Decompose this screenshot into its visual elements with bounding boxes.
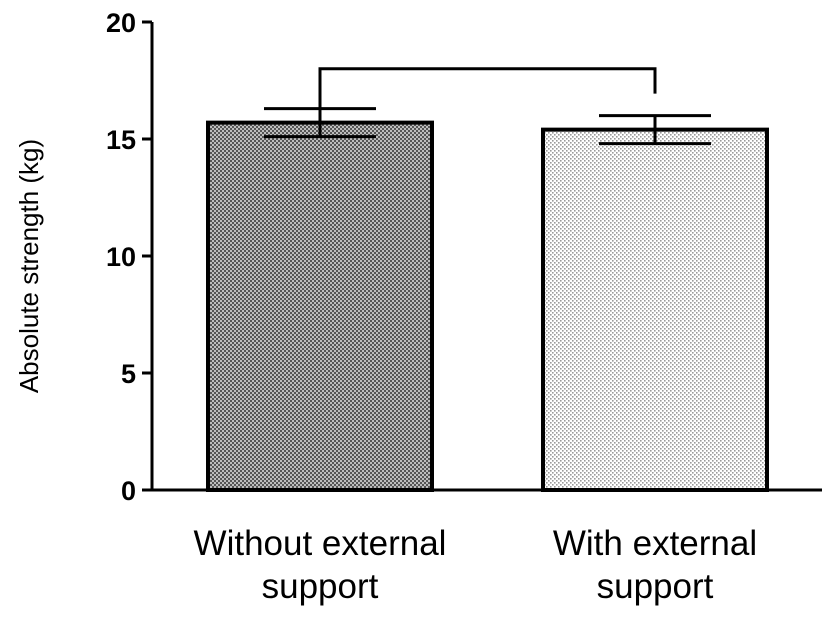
y-tick-label: 10 [106,242,136,272]
category-label: support [262,567,379,606]
significance-bracket-layer [318,67,657,109]
bar [206,120,434,493]
category-labels-layer: Without external support With external supp… [194,524,758,606]
y-axis-title: Absolute strength (kg) [14,139,44,393]
significance-bracket [318,67,657,109]
category-label: support [597,567,714,606]
y-tick-label: 20 [106,8,136,38]
y-ticks-layer [142,20,152,492]
y-tick-labels-layer: 0 5 10 15 20 [106,8,136,506]
category-label: Without external [194,524,447,563]
y-tick-label: 0 [121,476,136,506]
category-label: With external [553,524,757,563]
bars-layer [206,120,769,493]
error-bars-layer [264,107,711,146]
y-tick-label: 15 [106,125,136,155]
bar [541,127,769,492]
y-tick-label: 5 [121,359,136,389]
